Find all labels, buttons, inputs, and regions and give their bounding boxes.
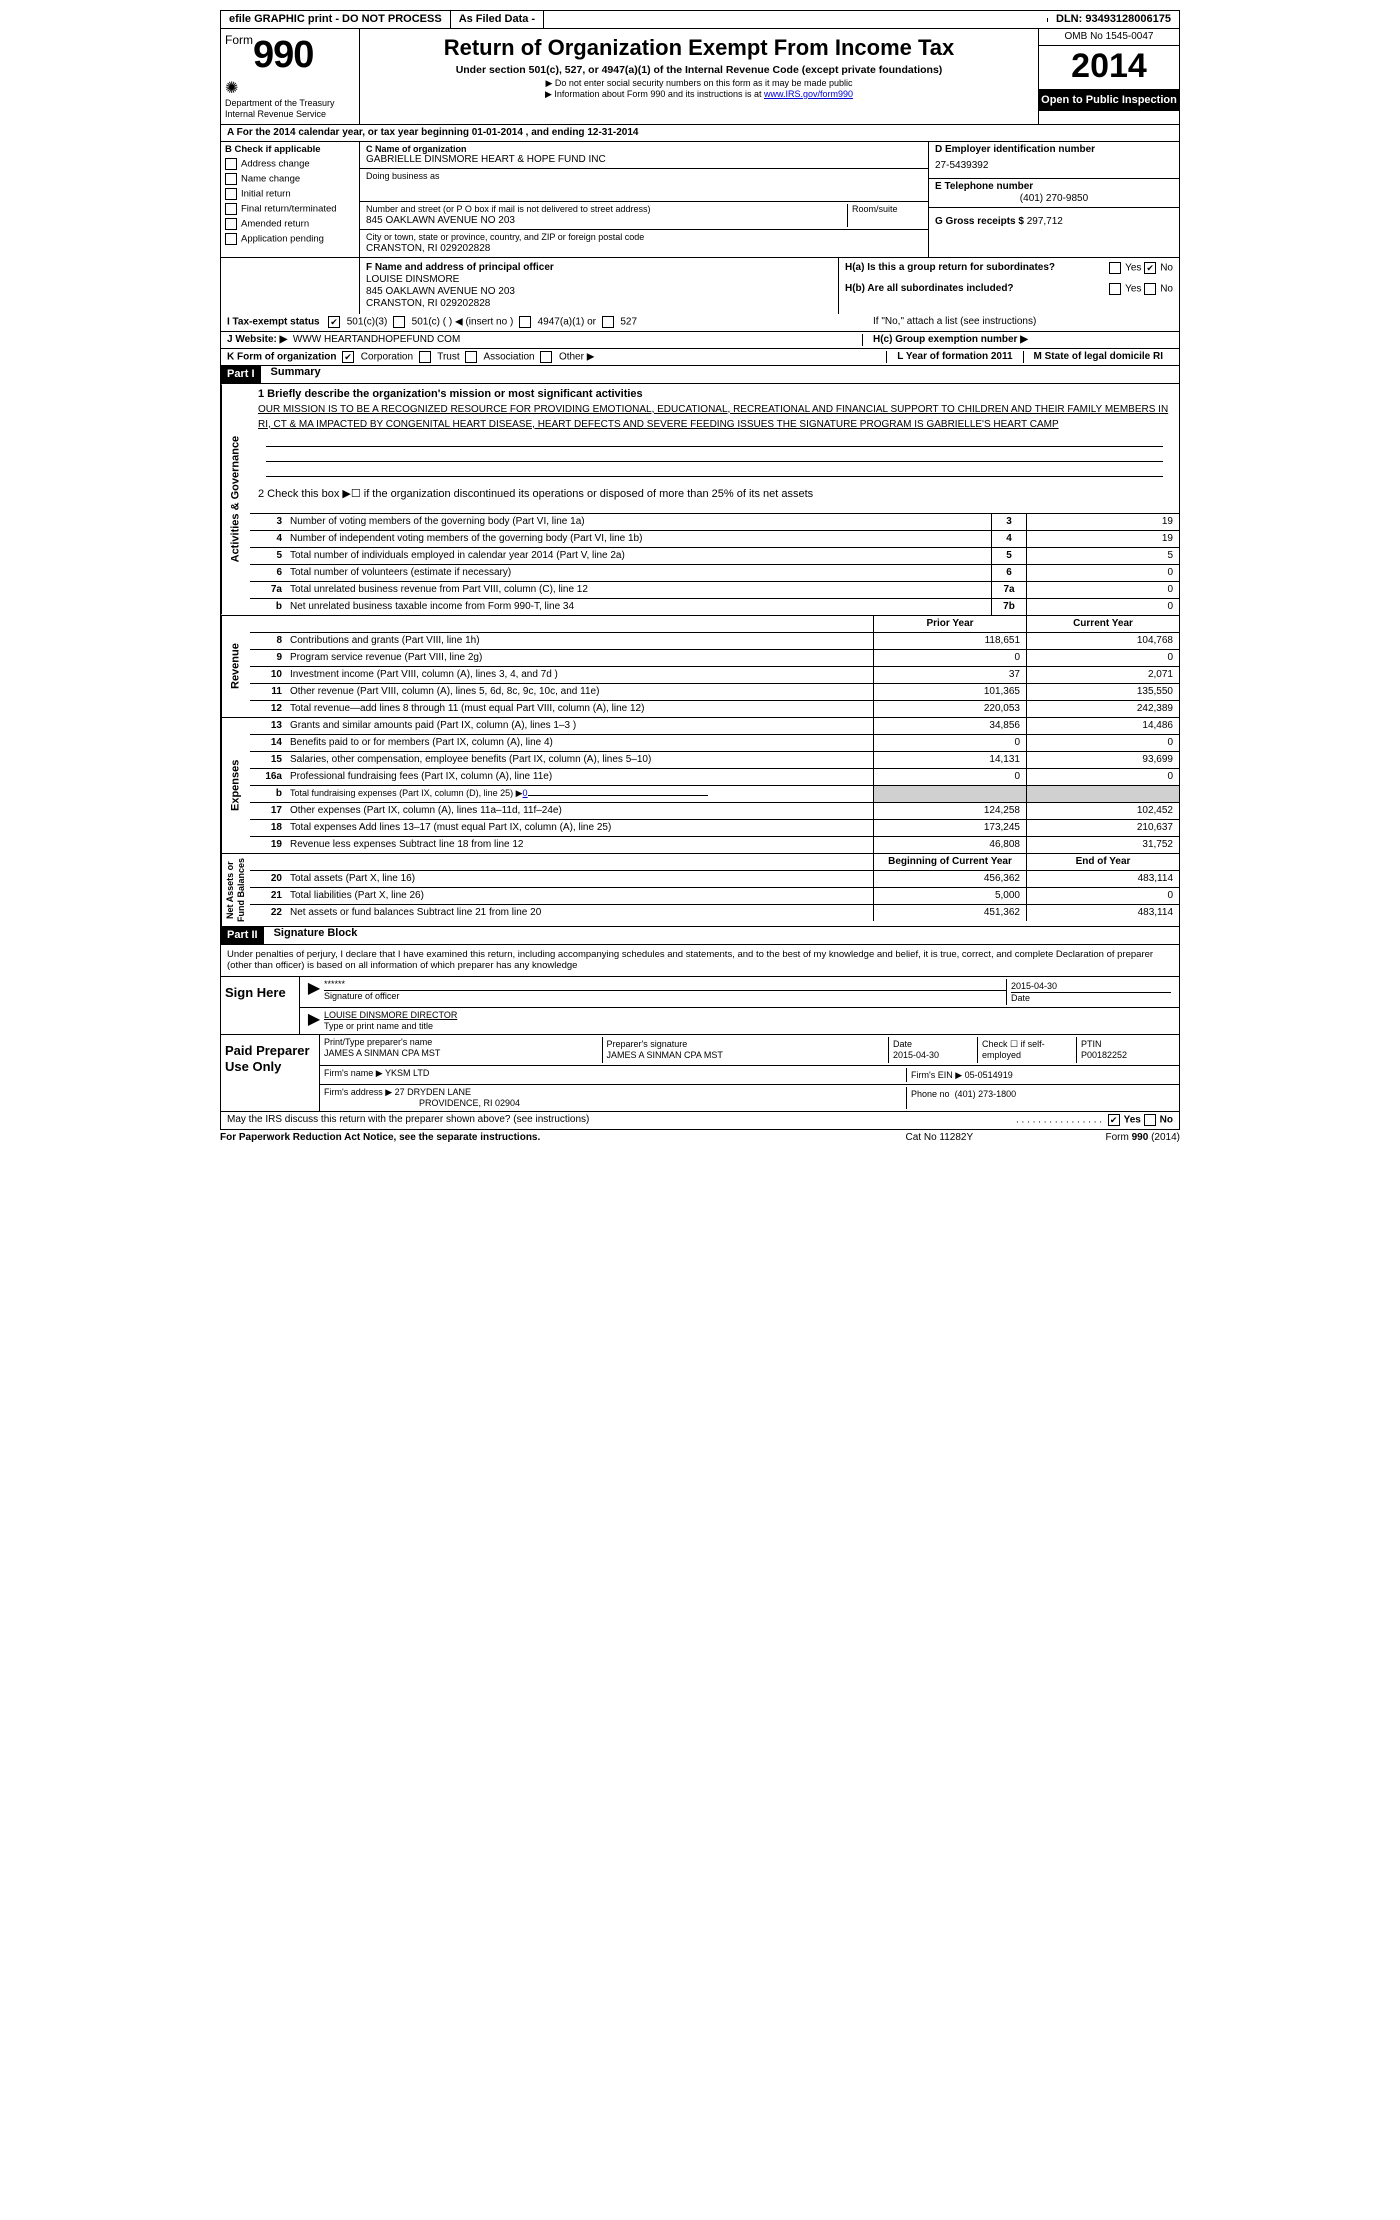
ein: 27-5439392 [935,156,1173,176]
dept-label: Department of the Treasury [225,98,355,109]
part2-label: Part II [221,927,264,944]
irs-link[interactable]: www.IRS.gov/form990 [764,89,853,99]
irs-label: Internal Revenue Service [225,109,355,120]
open-public: Open to Public Inspection [1039,90,1179,111]
mission: OUR MISSION IS TO BE A RECOGNIZED RESOUR… [258,402,1171,432]
top-bar: efile GRAPHIC print - DO NOT PROCESS As … [220,10,1180,29]
net-assets-section: Net Assets orFund Balances Beginning of … [220,854,1180,927]
asfiled-label: As Filed Data - [451,11,544,28]
form-header: Form990 ✺ Department of the Treasury Int… [220,29,1180,124]
activities-governance: Activities & Governance 1 Briefly descri… [220,384,1180,615]
expenses-section: Expenses 13Grants and similar amounts pa… [220,718,1180,854]
tax-year: 2014 [1039,46,1179,90]
form-number: 990 [253,34,313,76]
revenue-section: Revenue Prior YearCurrent Year 8Contribu… [220,616,1180,718]
part1-label: Part I [221,366,261,383]
entity-info: B Check if applicable Address change Nam… [220,142,1180,257]
line-a: A For the 2014 calendar year, or tax yea… [220,125,1180,142]
sign-here: Sign Here ▶ ****** Signature of officer … [220,977,1180,1112]
omb: OMB No 1545-0047 [1039,29,1179,46]
form-title: Return of Organization Exempt From Incom… [368,35,1030,61]
efile-label: efile GRAPHIC print - DO NOT PROCESS [221,11,451,28]
dln: DLN: 93493128006175 [1048,11,1179,28]
perjury: Under penalties of perjury, I declare th… [220,945,1180,977]
org-name: GABRIELLE DINSMORE HEART & HOPE FUND INC [366,154,922,166]
